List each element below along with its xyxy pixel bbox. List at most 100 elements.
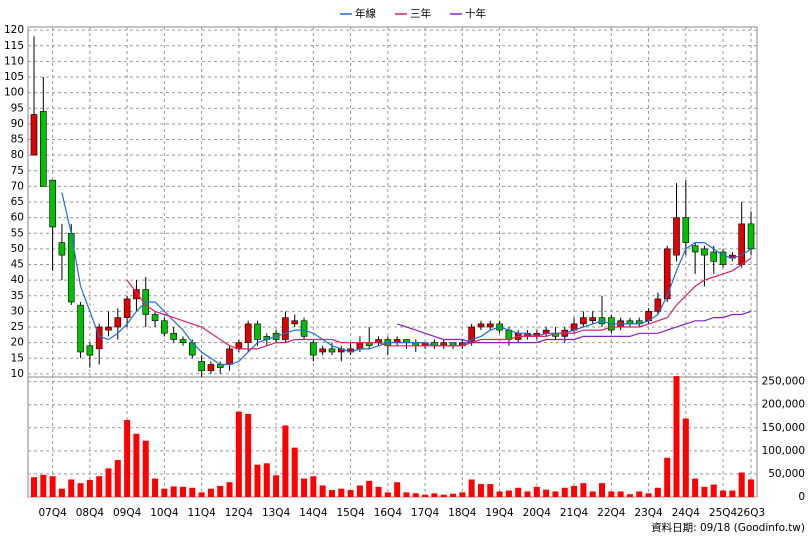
candle-body: [161, 320, 168, 334]
candle-body: [310, 342, 317, 356]
y-tick-label: 45: [11, 259, 24, 271]
volume-bar: [310, 476, 317, 497]
x-tick-label: 11Q4: [187, 507, 216, 519]
candle-body: [747, 223, 755, 250]
candle-body: [356, 342, 364, 350]
volume-bar: [599, 483, 606, 497]
ma-line: [61, 192, 752, 366]
y-tick-label: 65: [11, 196, 24, 208]
volume-bar: [207, 488, 214, 497]
y-tick-label: 55: [11, 227, 24, 239]
volume-bar: [375, 486, 382, 497]
candle-body: [40, 111, 47, 187]
volume-bar: [31, 477, 37, 497]
volume-bar: [142, 440, 149, 497]
candle-body: [254, 323, 261, 340]
volume-bar: [301, 478, 308, 497]
volume-bar: [328, 490, 335, 497]
volume-bar: [161, 488, 168, 497]
volume-bar: [105, 468, 112, 497]
candle-body: [114, 317, 122, 328]
volume-bar: [68, 479, 75, 497]
x-tick-label: 09Q4: [113, 507, 142, 519]
volume-bar: [645, 493, 652, 497]
y-tick-label: 35: [11, 290, 24, 302]
volume-bar: [496, 491, 503, 497]
volume-bar: [291, 447, 298, 497]
candle-body: [300, 320, 308, 337]
candle-body: [486, 323, 494, 328]
volume-bar: [468, 479, 475, 497]
legend-label: 十年: [465, 7, 486, 20]
volume-bar: [738, 472, 745, 497]
y-tick-label: 110: [4, 55, 24, 67]
volume-bar: [580, 483, 587, 497]
candle-body: [207, 364, 215, 372]
y-tick-label: 70: [11, 180, 24, 192]
candle-body: [282, 317, 289, 340]
x-tick-label: 23Q4: [634, 507, 663, 519]
volume-bar: [589, 491, 596, 497]
x-tick-label: 07Q4: [38, 507, 67, 519]
volume-bar: [682, 418, 689, 497]
volume-bar: [179, 486, 186, 497]
candle-body: [105, 326, 112, 331]
candle-body: [589, 317, 597, 322]
candle-body: [580, 317, 587, 325]
x-tick-label: 22Q4: [597, 507, 626, 519]
volume-bar: [515, 487, 522, 497]
volume-bar: [477, 484, 484, 497]
y-tick-label: 120: [4, 24, 24, 36]
volume-bar: [403, 492, 410, 497]
volume-bar: [636, 491, 643, 497]
candle-body: [49, 179, 56, 228]
candle-body: [133, 289, 140, 300]
volume-bar: [748, 479, 754, 497]
volume-bar: [133, 433, 140, 497]
candle-body: [86, 345, 94, 356]
x-tick-label: 24Q4: [672, 507, 701, 519]
volume-bar: [245, 413, 252, 497]
candle-body: [77, 304, 84, 353]
volume-bar: [235, 411, 242, 497]
candle-body: [151, 314, 159, 322]
candle-body: [701, 248, 708, 256]
volume-bar: [124, 419, 131, 497]
y-tick-label: 10: [11, 368, 24, 380]
candle-body: [663, 248, 671, 300]
volume-bar: [617, 491, 624, 497]
candle-body: [244, 323, 252, 343]
volume-bar: [86, 479, 93, 497]
x-tick-label: 17Q4: [411, 507, 440, 519]
y-tick-label: 80: [11, 149, 24, 161]
volume-bar: [543, 489, 550, 497]
volume-bar: [487, 484, 494, 497]
volume-bar: [338, 488, 345, 497]
volume-bar: [189, 487, 196, 497]
volume-bar: [729, 490, 736, 497]
candle-body: [738, 223, 745, 265]
candle-body: [328, 348, 336, 353]
volume-bar: [533, 486, 540, 497]
y-tick-label: 105: [4, 71, 24, 83]
legend-label: 三年: [410, 7, 431, 20]
candle-body: [170, 332, 177, 340]
volume-bar: [571, 485, 578, 497]
volume-bar: [459, 492, 466, 497]
volume-bar: [505, 490, 512, 497]
candle-body: [226, 348, 233, 365]
y-tick-label: 85: [11, 134, 24, 146]
y-tick-label: 20: [11, 337, 24, 349]
volume-bar: [664, 457, 671, 497]
candle-body: [123, 298, 131, 318]
volume-bar: [422, 494, 429, 497]
volume-bar: [692, 478, 699, 497]
candle-body: [691, 245, 699, 253]
x-tick-label: 19Q4: [485, 507, 514, 519]
y2-tick-label: 200,000: [762, 399, 805, 411]
volume-bar: [263, 463, 270, 497]
volume-bar: [626, 494, 633, 497]
candle-body: [319, 348, 326, 353]
volume-bar: [273, 475, 280, 497]
y-tick-label: 60: [11, 212, 24, 224]
